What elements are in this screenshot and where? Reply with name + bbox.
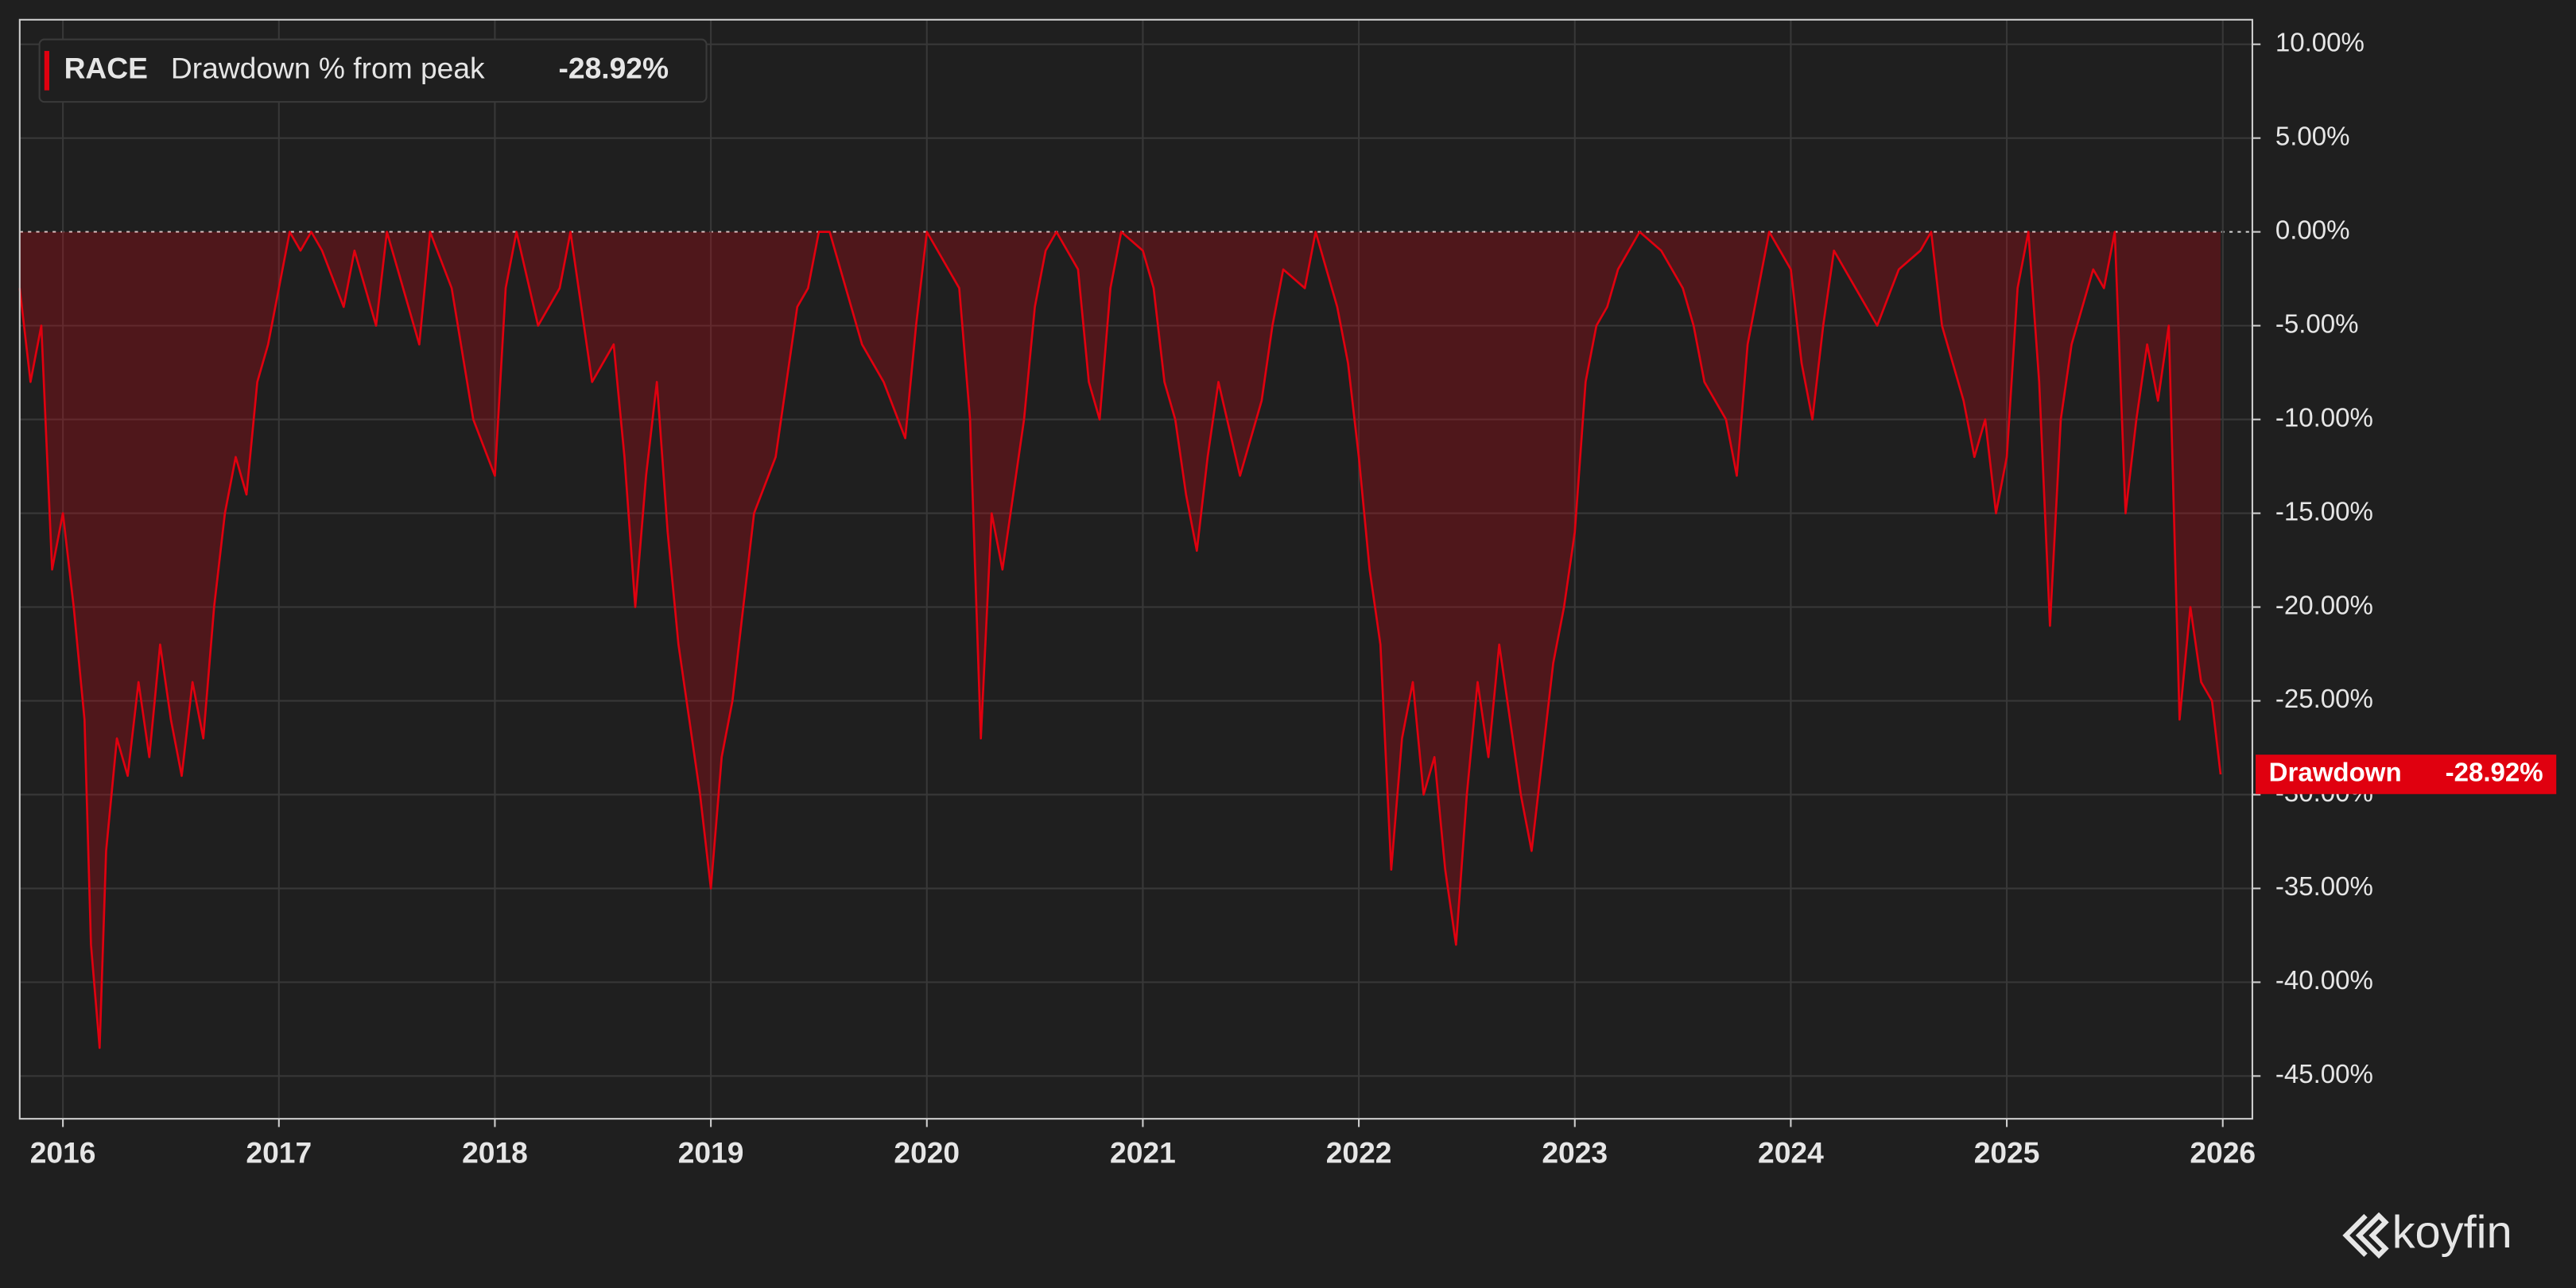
x-tick-label: 2026: [2190, 1135, 2256, 1169]
y-tick-label: -10.00%: [2275, 403, 2373, 433]
x-tick-label: 2023: [1542, 1135, 1608, 1169]
logo-text: koyfin: [2392, 1207, 2512, 1258]
y-tick-label: -25.00%: [2275, 685, 2373, 714]
y-tick-label: -20.00%: [2275, 591, 2373, 620]
y-tick-label: -40.00%: [2275, 966, 2373, 995]
plot: [18, 231, 2222, 1049]
x-tick-label: 2018: [462, 1135, 528, 1169]
legend-value: -28.92%: [559, 52, 669, 85]
y-tick-label: -15.00%: [2275, 497, 2373, 526]
x-tick-label: 2024: [1758, 1135, 1824, 1169]
x-tick-label: 2020: [894, 1135, 960, 1169]
legend-ticker: RACE: [64, 52, 148, 85]
x-tick-label: 2022: [1326, 1135, 1392, 1169]
y-tick-label: -5.00%: [2275, 309, 2359, 339]
legend-box: [38, 38, 708, 103]
y-tick-label: 10.00%: [2275, 28, 2365, 57]
price-tag: [2256, 755, 2557, 794]
logo-icon: [2342, 1212, 2389, 1259]
axes: 10.00% 5.00% 0.00% -5.00% -10.00% -15.00% -20.…: [30, 28, 2557, 1169]
area: [19, 231, 2221, 1048]
price-tag-name: Drawdown: [2269, 758, 2402, 788]
logo: koyfin: [2342, 1207, 2512, 1259]
x-tick-label: 2025: [1974, 1135, 2040, 1169]
y-tick-label: -35.00%: [2275, 872, 2373, 902]
grid: [19, 19, 2252, 1119]
line: [18, 231, 2222, 1049]
legend: RACE Drawdown % from peak -28.92%: [38, 38, 708, 103]
plot-frame: [18, 18, 2253, 1120]
y-tick-label: 5.00%: [2275, 122, 2350, 151]
x-tick-label: 2017: [246, 1135, 312, 1169]
price-tag-value: -28.92%: [2446, 758, 2543, 788]
y-tick-label: 0.00%: [2275, 215, 2350, 245]
x-tick-label: 2021: [1110, 1135, 1176, 1169]
legend-swatch: [44, 51, 49, 91]
x-tick-label: 2019: [678, 1135, 744, 1169]
y-tick-label: -45.00%: [2275, 1060, 2373, 1089]
legend-label: Drawdown % from peak: [171, 52, 485, 85]
x-tick-label: 2016: [30, 1135, 96, 1169]
